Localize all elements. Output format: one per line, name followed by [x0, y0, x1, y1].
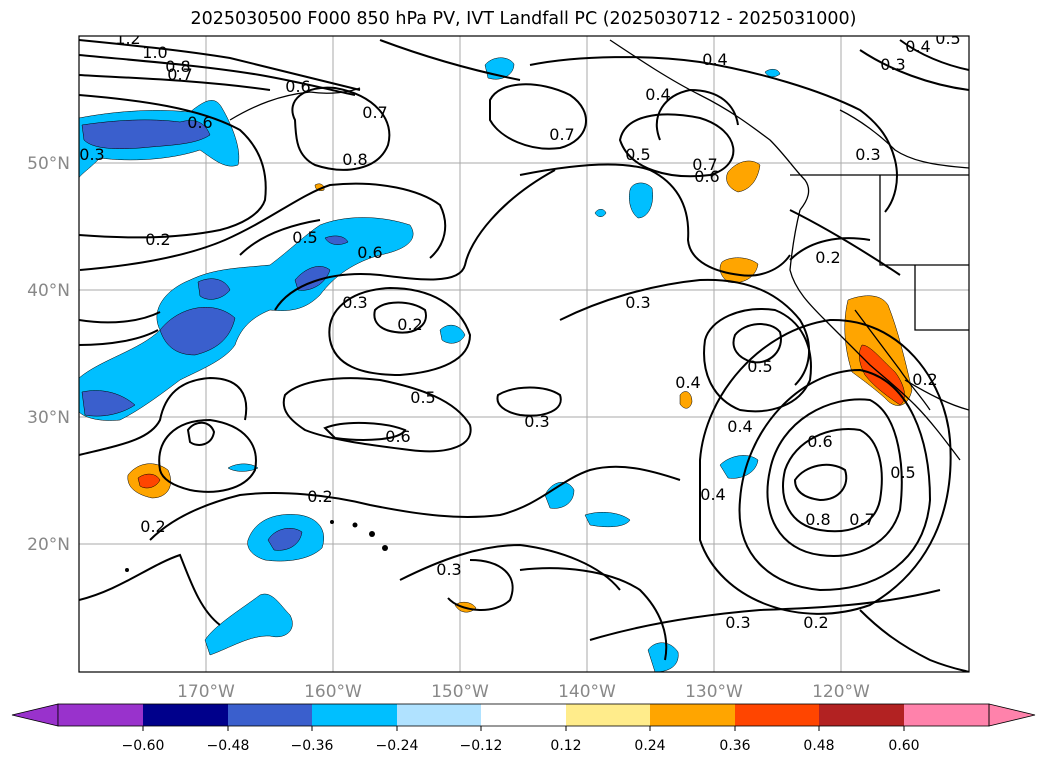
contour-label: 0.2 [307, 487, 332, 506]
colorbar-segment [566, 704, 650, 726]
contour-label: 0.6 [357, 243, 382, 262]
contour-label: 0.3 [524, 412, 549, 431]
colorbar-segment [481, 704, 566, 726]
contour-label: 0.6 [694, 167, 719, 186]
contour-label: 0.3 [725, 613, 750, 632]
contour-label: 0.7 [362, 103, 387, 122]
contour-label: 0.3 [436, 560, 461, 579]
lon-label-140w: 140°W [558, 682, 616, 702]
contour-label: 0.3 [880, 55, 905, 74]
lon-label-150w: 150°W [431, 682, 489, 702]
contour-label: 0.3 [855, 145, 880, 164]
contour-label: 0.5 [890, 463, 915, 482]
contour-label: 0.3 [625, 293, 650, 312]
colorbar-segment [819, 704, 904, 726]
contour-labels: 1.2 1.0 0.8 0.7 0.6 0.7 0.8 0.3 0.4 0.3 … [79, 29, 960, 632]
lat-label-40n: 40°N [27, 281, 70, 301]
lon-label-130w: 130°W [685, 682, 743, 702]
latitude-labels: 50°N 40°N 30°N 20°N [27, 154, 70, 555]
ivt-contours [79, 39, 969, 672]
colorbar-tick: 0.24 [634, 738, 665, 754]
contour-label: 0.5 [625, 145, 650, 164]
contour-label: 0.5 [410, 388, 435, 407]
contour-label: 0.4 [700, 485, 725, 504]
lon-label-120w: 120°W [812, 682, 870, 702]
colorbar-tick: −0.36 [291, 738, 334, 754]
coastlines [229, 39, 969, 461]
colorbar-tick: −0.48 [207, 738, 250, 754]
colorbar-segment [735, 704, 819, 726]
colorbar: −0.60 −0.48 −0.36 −0.24 −0.12 0.12 0.24 … [11, 703, 1036, 754]
lon-label-160w: 160°W [304, 682, 362, 702]
colorbar-tick: 0.48 [803, 738, 834, 754]
contour-label: 0.4 [675, 373, 700, 392]
contour-label: 0.8 [342, 150, 367, 169]
colorbar-segment [58, 704, 143, 726]
map-frame [78, 35, 970, 673]
contour-label: 0.5 [935, 29, 960, 48]
colorbar-segment [228, 704, 312, 726]
contour-label: 0.5 [292, 228, 317, 247]
contour-label: 0.7 [167, 65, 192, 84]
contour-label: 0.7 [849, 510, 874, 529]
colorbar-tick: 0.36 [719, 738, 750, 754]
pv-shading [79, 57, 913, 672]
colorbar-tick: −0.60 [122, 738, 165, 754]
colorbar-extend-max [988, 703, 1036, 727]
contour-label: 0.7 [549, 125, 574, 144]
colorbar-tick: 0.60 [888, 738, 919, 754]
colorbar-segment [397, 704, 481, 726]
colorbar-segment [143, 704, 228, 726]
contour-label: 0.2 [815, 248, 840, 267]
contour-label: 0.2 [803, 613, 828, 632]
map-title: 2025030500 F000 850 hPa PV, IVT Landfall… [190, 9, 857, 29]
contour-label: 0.4 [727, 417, 752, 436]
contour-label: 0.4 [905, 37, 930, 56]
colorbar-tick: −0.24 [376, 738, 419, 754]
contour-label: 0.3 [342, 293, 367, 312]
colorbar-tick: 0.12 [550, 738, 581, 754]
colorbar-tick: −0.12 [460, 738, 503, 754]
contour-label: 0.4 [645, 85, 670, 104]
contour-label: 0.2 [140, 517, 165, 536]
colorbar-segment [904, 704, 989, 726]
contour-label: 0.5 [747, 357, 772, 376]
contour-label: 0.6 [285, 77, 310, 96]
contour-label: 0.8 [165, 57, 190, 76]
lat-label-50n: 50°N [27, 154, 70, 174]
contour-label: 1.2 [115, 29, 140, 48]
colorbar-segment [312, 704, 397, 726]
contour-label: 0.6 [187, 113, 212, 132]
contour-label: 0.4 [702, 50, 727, 69]
colorbar-segment [650, 704, 735, 726]
contour-label: 0.8 [805, 510, 830, 529]
contour-label: 0.6 [807, 432, 832, 451]
lat-label-30n: 30°N [27, 408, 70, 428]
contour-label: 0.2 [912, 370, 937, 389]
contour-label: 0.6 [385, 427, 410, 446]
lon-label-170w: 170°W [177, 682, 235, 702]
lat-label-20n: 20°N [27, 535, 70, 555]
contour-label: 0.7 [692, 155, 717, 174]
contour-label: 0.2 [145, 230, 170, 249]
longitude-labels: 170°W 160°W 150°W 140°W 130°W 120°W [177, 682, 870, 702]
contour-label: 0.3 [79, 145, 104, 164]
colorbar-extend-min [11, 703, 59, 727]
contour-label: 1.0 [142, 43, 167, 62]
contour-label: 0.2 [397, 315, 422, 334]
islands [125, 520, 388, 572]
